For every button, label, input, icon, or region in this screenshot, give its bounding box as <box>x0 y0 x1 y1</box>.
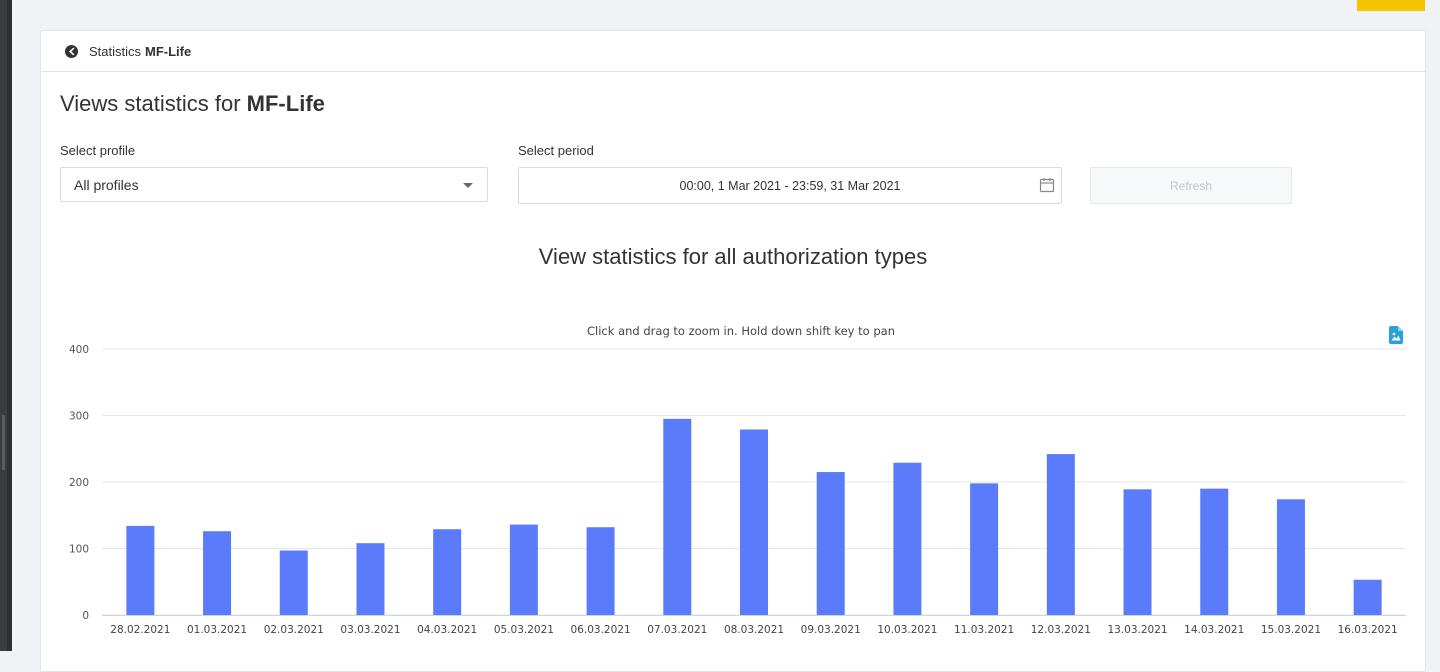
breadcrumb-name: MF-Life <box>145 43 192 59</box>
x-tick-label: 14.03.2021 <box>1184 624 1244 636</box>
x-tick-label: 05.03.2021 <box>494 624 554 636</box>
x-tick-label: 08.03.2021 <box>724 624 784 636</box>
y-tick-label: 400 <box>69 344 89 356</box>
y-tick-label: 0 <box>82 610 89 622</box>
x-tick-label: 07.03.2021 <box>647 624 707 636</box>
chart-bar[interactable] <box>1276 499 1305 615</box>
x-tick-label: 10.03.2021 <box>877 624 937 636</box>
y-tick-label: 300 <box>69 411 89 423</box>
page-title-prefix: Views statistics for <box>60 91 241 116</box>
profile-select[interactable]: All profiles <box>60 167 488 202</box>
left-strip-edge <box>0 0 7 651</box>
x-tick-label: 01.03.2021 <box>187 624 247 636</box>
breadcrumb-prefix: Statistics <box>89 43 142 59</box>
chart-bar[interactable] <box>816 472 845 615</box>
chart-bar[interactable] <box>586 527 615 615</box>
chart-bar[interactable] <box>279 550 308 615</box>
calendar-icon[interactable] <box>1039 177 1055 198</box>
chevron-down-icon <box>463 183 473 188</box>
top-accent-button[interactable] <box>1357 0 1425 11</box>
left-window-strip <box>0 0 12 651</box>
left-strip-handle[interactable] <box>2 415 5 470</box>
refresh-button[interactable]: Refresh <box>1090 167 1292 204</box>
y-tick-label: 100 <box>69 544 89 556</box>
x-tick-label: 13.03.2021 <box>1107 624 1167 636</box>
x-tick-label: 06.03.2021 <box>571 624 631 636</box>
chart-bar[interactable] <box>970 483 999 615</box>
profile-select-value: All profiles <box>74 177 139 193</box>
x-tick-label: 04.03.2021 <box>417 624 477 636</box>
page-title-name: MF-Life <box>246 91 325 116</box>
chart-bar[interactable] <box>1200 488 1229 615</box>
period-label: Select period <box>518 143 594 158</box>
chart-bar[interactable] <box>1046 454 1075 615</box>
x-tick-label: 03.03.2021 <box>340 624 400 636</box>
period-value: 00:00, 1 Mar 2021 - 23:59, 31 Mar 2021 <box>679 179 901 193</box>
bar-chart[interactable]: Click and drag to zoom in. Hold down shi… <box>41 316 1425 671</box>
statistics-panel: Statistics MF-Life Views statistics for … <box>40 30 1426 672</box>
chart-bar[interactable] <box>740 429 768 615</box>
x-tick-label: 15.03.2021 <box>1261 624 1321 636</box>
x-tick-label: 02.03.2021 <box>264 624 324 636</box>
chart-title: View statistics for all authorization ty… <box>538 244 928 269</box>
chart-bar[interactable] <box>1353 579 1382 615</box>
x-tick-label: 09.03.2021 <box>801 624 861 636</box>
x-tick-label: 12.03.2021 <box>1031 624 1091 636</box>
brand-logo-icon <box>65 44 78 58</box>
chart-bar[interactable] <box>663 418 692 615</box>
x-tick-label: 11.03.2021 <box>954 624 1014 636</box>
chart-bar[interactable] <box>1123 489 1152 615</box>
chart-bar[interactable] <box>356 543 385 615</box>
chart-bar[interactable] <box>126 525 155 615</box>
x-tick-label: 28.02.2021 <box>110 624 170 636</box>
image-export-icon[interactable] <box>1389 326 1403 349</box>
page-title: Views statistics for MF-Life <box>60 91 325 117</box>
y-tick-label: 200 <box>69 477 89 489</box>
chart-bar[interactable] <box>893 462 922 615</box>
period-picker[interactable]: 00:00, 1 Mar 2021 - 23:59, 31 Mar 2021 <box>518 167 1062 204</box>
chart-bar[interactable] <box>509 524 538 615</box>
chart-bar[interactable] <box>203 531 232 615</box>
x-tick-label: 16.03.2021 <box>1338 624 1398 636</box>
chart-bar[interactable] <box>433 529 462 615</box>
breadcrumb: Statistics MF-Life <box>41 31 1425 72</box>
chart-subtitle: Click and drag to zoom in. Hold down shi… <box>587 324 895 338</box>
profile-label: Select profile <box>60 143 136 158</box>
